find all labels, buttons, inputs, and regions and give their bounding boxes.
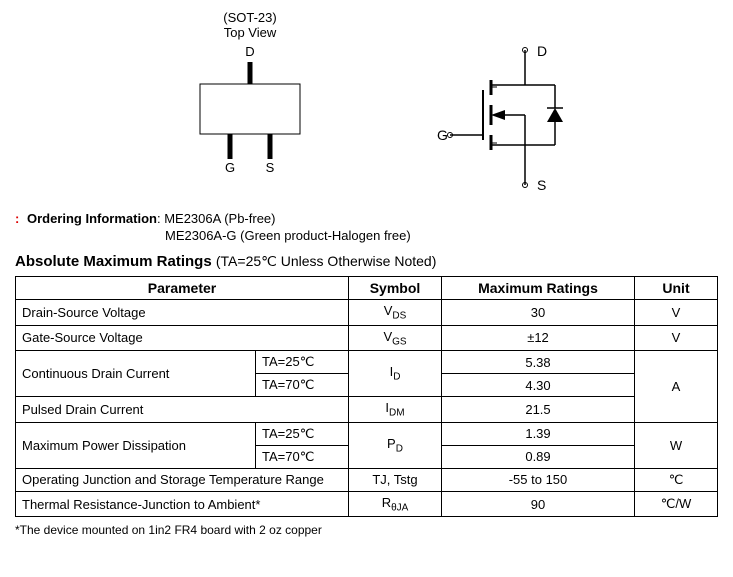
row-vds: Drain-Source Voltage VDS 30 V xyxy=(16,300,718,326)
cell-unit: ℃/W xyxy=(635,491,718,517)
cell-unit: ℃ xyxy=(635,468,718,491)
cell-symbol: PD xyxy=(349,422,442,468)
cell-symbol: RθJA xyxy=(349,491,442,517)
pin-s-label: S xyxy=(266,160,275,174)
cell-param: Drain-Source Voltage xyxy=(16,300,349,326)
package-name: (SOT-23) xyxy=(135,10,365,25)
cell-symbol: VGS xyxy=(349,325,442,351)
cell-max: 21.5 xyxy=(442,397,635,423)
cell-cond: TA=25℃ xyxy=(256,422,349,445)
cell-max: 0.89 xyxy=(442,445,635,468)
cell-param: Pulsed Drain Current xyxy=(16,397,349,423)
cell-max: 1.39 xyxy=(442,422,635,445)
pin-d-label: D xyxy=(245,44,254,59)
cell-param: Thermal Resistance-Junction to Ambient* xyxy=(16,491,349,517)
cell-symbol: IDM xyxy=(349,397,442,423)
table-header-row: Parameter Symbol Maximum Ratings Unit xyxy=(16,277,718,300)
row-rthja: Thermal Resistance-Junction to Ambient* … xyxy=(16,491,718,517)
row-id-1: Continuous Drain Current TA=25℃ ID 5.38 … xyxy=(16,351,718,374)
section-title-cond: (TA=25℃ Unless Otherwise Noted) xyxy=(216,253,437,269)
ordering-pn1: ME2306A (Pb-free) xyxy=(164,211,275,226)
top-figures-area: (SOT-23) Top View D G S D S G xyxy=(15,10,718,203)
th-symbol: Symbol xyxy=(349,277,442,300)
cell-symbol: ID xyxy=(349,351,442,397)
cell-max: 90 xyxy=(442,491,635,517)
ordering-pn2: ME2306A-G (Green product-Halogen free) xyxy=(165,228,718,243)
sym-s-label: S xyxy=(537,177,546,193)
th-max: Maximum Ratings xyxy=(442,277,635,300)
cell-max: -55 to 150 xyxy=(442,468,635,491)
cell-max: 4.30 xyxy=(442,374,635,397)
pin-g-label: G xyxy=(225,160,235,174)
cell-unit: A xyxy=(635,351,718,423)
cell-symbol: VDS xyxy=(349,300,442,326)
cell-cond: TA=70℃ xyxy=(256,374,349,397)
cell-unit: W xyxy=(635,422,718,468)
cell-symbol: TJ, Tstg xyxy=(349,468,442,491)
mosfet-symbol-icon: D S G xyxy=(425,40,595,200)
cell-param: Maximum Power Dissipation xyxy=(16,422,256,468)
section-title-text: Absolute Maximum Ratings xyxy=(15,253,212,270)
cell-param: Continuous Drain Current xyxy=(16,351,256,397)
cell-cond: TA=70℃ xyxy=(256,445,349,468)
sym-d-label: D xyxy=(537,43,547,59)
row-tj: Operating Junction and Storage Temperatu… xyxy=(16,468,718,491)
cell-unit: V xyxy=(635,300,718,326)
package-outline-icon: D G S xyxy=(175,44,325,174)
ordering-info-line: : Ordering Information: ME2306A (Pb-free… xyxy=(15,211,718,226)
cell-max: 5.38 xyxy=(442,351,635,374)
ratings-table: Parameter Symbol Maximum Ratings Unit Dr… xyxy=(15,276,718,517)
section-title: Absolute Maximum Ratings (TA=25℃ Unless … xyxy=(15,253,718,270)
footnote: *The device mounted on 1in2 FR4 board wi… xyxy=(15,523,718,537)
package-block: (SOT-23) Top View D G S xyxy=(135,10,365,174)
th-parameter: Parameter xyxy=(16,277,349,300)
th-unit: Unit xyxy=(635,277,718,300)
bullet-icon: : xyxy=(15,211,19,226)
sym-g-label: G xyxy=(437,127,448,143)
schematic-symbol-block: D S G xyxy=(425,40,595,203)
cell-max: ±12 xyxy=(442,325,635,351)
cell-cond: TA=25℃ xyxy=(256,351,349,374)
row-idm: Pulsed Drain Current IDM 21.5 xyxy=(16,397,718,423)
cell-max: 30 xyxy=(442,300,635,326)
row-vgs: Gate-Source Voltage VGS ±12 V xyxy=(16,325,718,351)
row-pd-1: Maximum Power Dissipation TA=25℃ PD 1.39… xyxy=(16,422,718,445)
cell-param: Operating Junction and Storage Temperatu… xyxy=(16,468,349,491)
cell-param: Gate-Source Voltage xyxy=(16,325,349,351)
package-view-label: Top View xyxy=(135,25,365,40)
cell-unit: V xyxy=(635,325,718,351)
ordering-label: Ordering Information xyxy=(27,211,157,226)
